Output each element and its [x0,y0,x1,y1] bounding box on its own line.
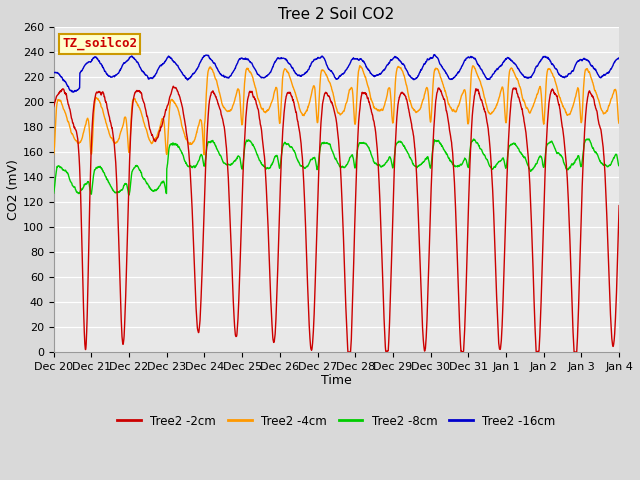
Title: Tree 2 Soil CO2: Tree 2 Soil CO2 [278,7,394,22]
X-axis label: Time: Time [321,374,352,387]
Text: TZ_soilco2: TZ_soilco2 [62,37,137,50]
Y-axis label: CO2 (mV): CO2 (mV) [7,159,20,220]
Legend: Tree2 -2cm, Tree2 -4cm, Tree2 -8cm, Tree2 -16cm: Tree2 -2cm, Tree2 -4cm, Tree2 -8cm, Tree… [113,410,560,432]
